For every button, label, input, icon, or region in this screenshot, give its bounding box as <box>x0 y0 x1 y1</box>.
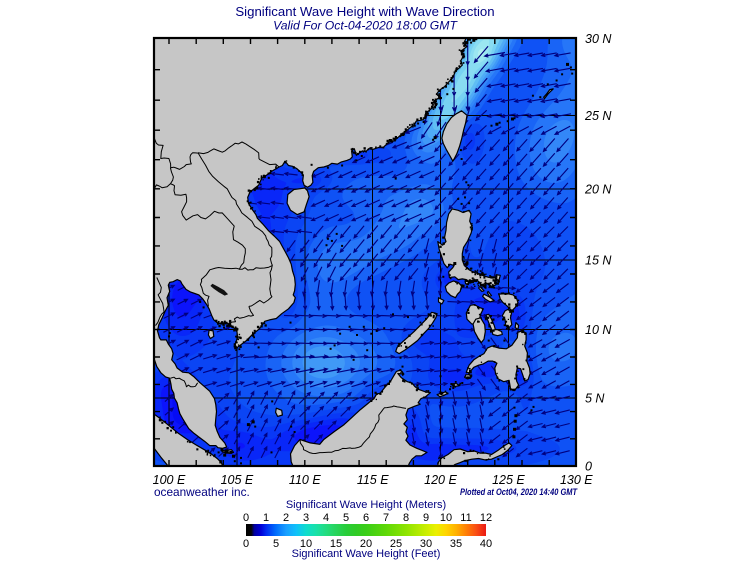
svg-text:20 N: 20 N <box>584 182 612 196</box>
svg-text:6: 6 <box>363 512 369 524</box>
svg-text:5: 5 <box>343 512 349 524</box>
svg-text:15: 15 <box>330 538 342 550</box>
svg-text:10 N: 10 N <box>585 323 612 337</box>
svg-text:25 N: 25 N <box>584 109 612 123</box>
svg-text:oceanweather inc.: oceanweather inc. <box>154 485 250 499</box>
svg-text:35: 35 <box>450 538 462 550</box>
svg-text:Valid For Oct-04-2020 18:00 GM: Valid For Oct-04-2020 18:00 GMT <box>273 19 458 33</box>
svg-text:1: 1 <box>263 512 269 524</box>
svg-text:100 E: 100 E <box>153 473 186 487</box>
svg-text:Plotted at Oct04, 2020 14:40 G: Plotted at Oct04, 2020 14:40 GMT <box>460 487 578 497</box>
svg-text:4: 4 <box>323 512 329 524</box>
svg-text:8: 8 <box>403 512 409 524</box>
svg-text:20: 20 <box>360 538 372 550</box>
svg-text:25: 25 <box>390 538 402 550</box>
svg-text:40: 40 <box>480 538 492 550</box>
svg-text:3: 3 <box>303 512 309 524</box>
svg-text:0: 0 <box>243 512 249 524</box>
svg-text:30: 30 <box>420 538 432 550</box>
svg-text:9: 9 <box>423 512 429 524</box>
svg-text:0: 0 <box>243 538 249 550</box>
svg-text:5 N: 5 N <box>585 392 605 406</box>
svg-text:130 E: 130 E <box>560 473 593 487</box>
svg-text:120 E: 120 E <box>424 473 457 487</box>
svg-text:0: 0 <box>585 460 592 474</box>
svg-text:7: 7 <box>383 512 389 524</box>
svg-text:125 E: 125 E <box>492 473 525 487</box>
svg-text:30 N: 30 N <box>585 32 612 46</box>
svg-text:115 E: 115 E <box>357 473 389 487</box>
svg-text:Significant Wave Height with W: Significant Wave Height with Wave Direct… <box>235 4 494 19</box>
svg-text:10: 10 <box>300 538 312 550</box>
svg-text:105 E: 105 E <box>221 473 254 487</box>
svg-text:2: 2 <box>283 512 289 524</box>
svg-text:15 N: 15 N <box>585 254 612 268</box>
svg-text:110 E: 110 E <box>289 473 321 487</box>
svg-text:11: 11 <box>460 512 471 524</box>
svg-text:12: 12 <box>480 512 492 524</box>
svg-text:Significant Wave Height (Meter: Significant Wave Height (Meters) <box>286 499 446 511</box>
svg-text:10: 10 <box>440 512 452 524</box>
svg-text:5: 5 <box>273 538 279 550</box>
svg-text:Significant Wave Height (Feet): Significant Wave Height (Feet) <box>292 548 441 560</box>
